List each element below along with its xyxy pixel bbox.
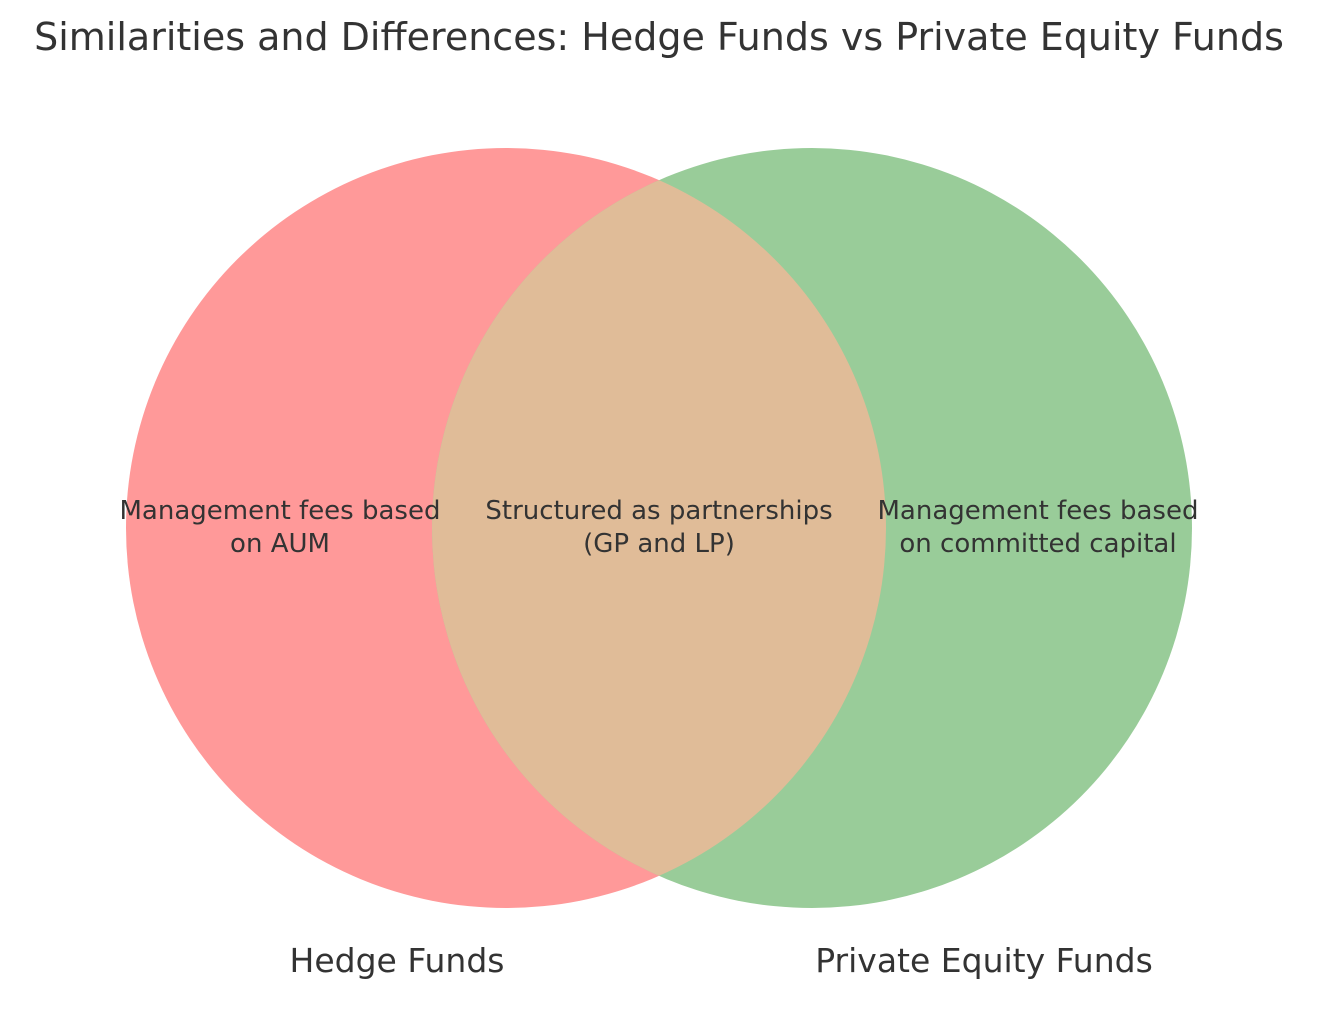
right-only-label-line-1: Management fees based [878,496,1199,526]
right-only-label: Management fees based on committed capit… [878,496,1199,559]
diagram-title: Similarities and Differences: Hedge Fund… [34,15,1284,59]
shared-label-line-2: (GP and LP) [583,529,735,559]
hedge-funds-set-label: Hedge Funds [290,941,505,980]
shared-label: Structured as partnerships (GP and LP) [485,496,832,559]
overlap-region [432,148,886,908]
left-only-label-line-2: on AUM [230,529,330,559]
left-only-label: Management fees based on AUM [120,496,441,559]
right-only-label-line-2: on committed capital [899,529,1176,559]
shared-label-line-1: Structured as partnerships [485,496,832,526]
private-equity-funds-set-label: Private Equity Funds [815,941,1153,980]
left-only-label-line-1: Management fees based [120,496,441,526]
